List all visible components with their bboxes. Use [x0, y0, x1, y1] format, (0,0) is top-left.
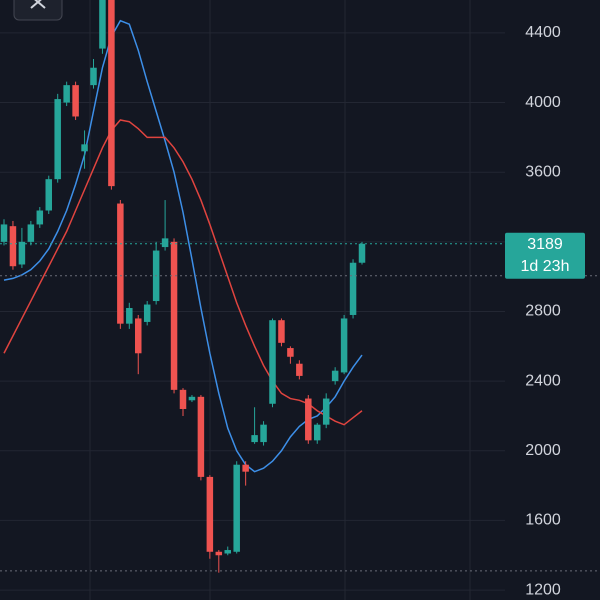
candle-body [72, 85, 79, 117]
candle-body [188, 396, 196, 401]
candle-body [233, 464, 240, 552]
candle-body [224, 550, 231, 554]
candle-body [117, 203, 124, 324]
y-tick-label: 2400 [525, 372, 561, 389]
candle-body [197, 396, 205, 477]
candle-body [269, 320, 276, 404]
candle-body [349, 262, 357, 315]
moving-average-line [3, 19, 363, 473]
candle-body [9, 226, 17, 267]
candle-body [135, 318, 142, 354]
candle-body [108, 0, 115, 187]
candle-body [36, 210, 44, 225]
candle-body [251, 435, 258, 443]
y-tick-label: 4000 [525, 94, 561, 111]
candle-body [18, 241, 26, 265]
x-grid [89, 0, 471, 600]
candle-body [242, 464, 249, 472]
candle-body [27, 224, 35, 242]
candle-body [90, 67, 97, 86]
countdown-label: 1d 23h [521, 258, 570, 275]
y-tick-label: 2000 [525, 442, 561, 459]
candle-body [358, 243, 366, 263]
candle-body [170, 241, 178, 390]
candle-body [143, 304, 151, 322]
candle-body [0, 224, 8, 242]
candle-body [126, 308, 133, 324]
candle-body [99, 0, 106, 49]
y-tick-label: 1200 [525, 581, 561, 598]
price-tag [505, 232, 585, 279]
candle-body [305, 398, 312, 441]
plot [0, 0, 505, 591]
candle-body [314, 424, 321, 441]
candle-body [340, 318, 348, 373]
candle-body [331, 370, 339, 382]
moving-average-line [3, 119, 363, 426]
close-button[interactable] [13, 0, 63, 21]
y-tick-label: 2800 [525, 303, 561, 320]
candle-body [296, 363, 303, 376]
candle-body [161, 238, 169, 248]
candle-body [179, 389, 187, 409]
candle-body [322, 398, 330, 425]
candle-body [81, 144, 88, 152]
candle-body [54, 99, 61, 180]
candle-body [260, 424, 267, 443]
candle-body [63, 85, 70, 103]
candle-body [278, 320, 285, 343]
y-tick-label: 4400 [525, 24, 561, 41]
candle-body [206, 476, 214, 552]
candle-body [287, 348, 294, 357]
y-tick-label: 3600 [525, 163, 561, 180]
candle-body [45, 179, 52, 211]
candle-body [215, 551, 223, 556]
y-tick-label: 1600 [525, 512, 561, 529]
last-price-label: 3189 [527, 236, 563, 253]
